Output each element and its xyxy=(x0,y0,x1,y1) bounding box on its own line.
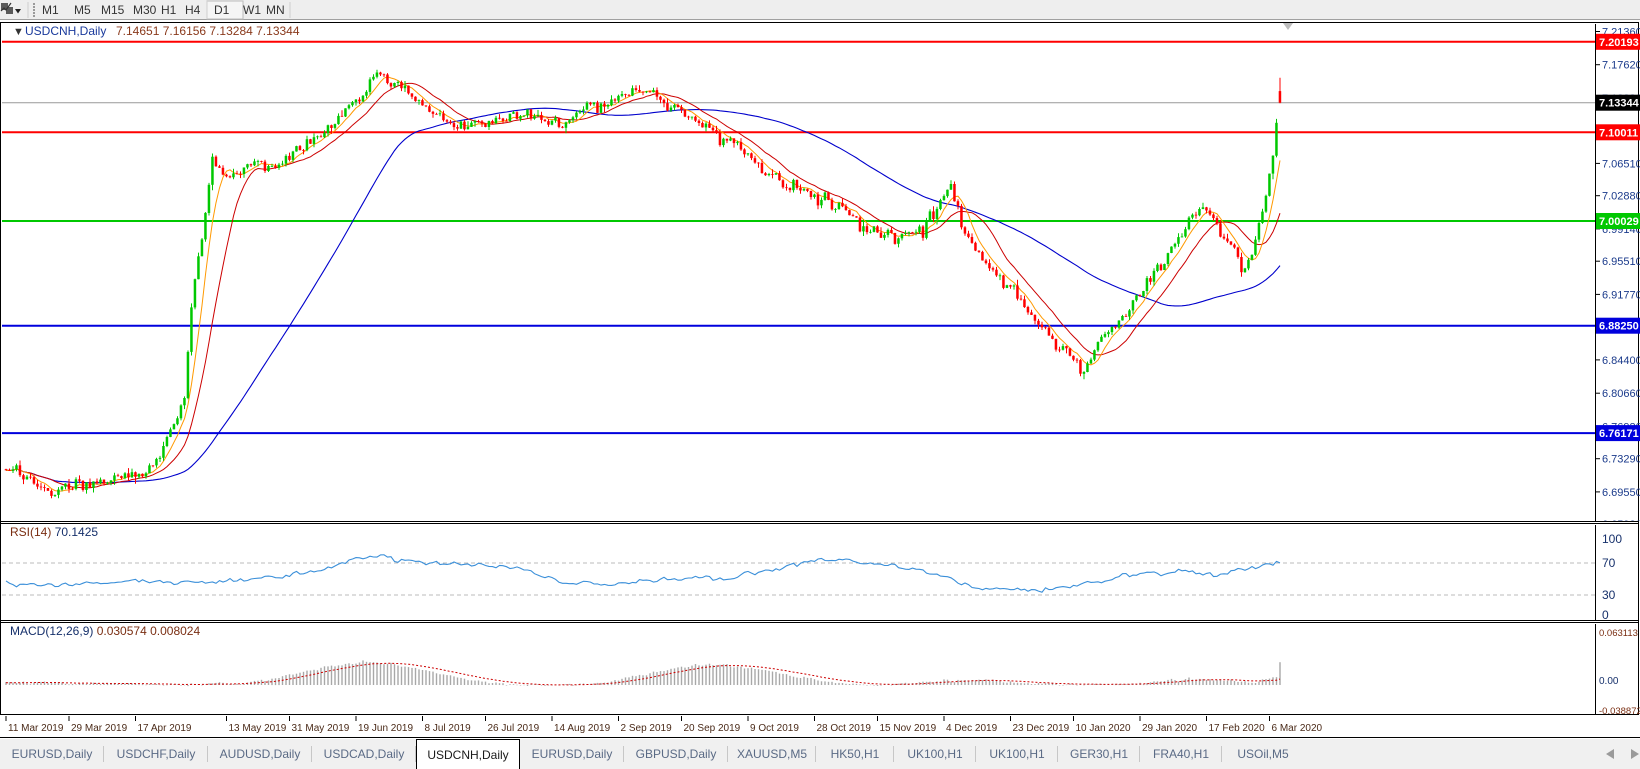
svg-text:M15: M15 xyxy=(101,3,125,17)
svg-text:M30: M30 xyxy=(133,3,157,17)
svg-text:6.84400: 6.84400 xyxy=(1602,355,1640,367)
svg-text:6.95510: 6.95510 xyxy=(1602,256,1640,268)
svg-text:29 Jan 2020: 29 Jan 2020 xyxy=(1142,723,1197,734)
svg-text:30: 30 xyxy=(1602,588,1616,602)
svg-text:6.91770: 6.91770 xyxy=(1602,289,1640,301)
svg-text:4 Dec 2019: 4 Dec 2019 xyxy=(946,723,998,734)
svg-text:29 Mar 2019: 29 Mar 2019 xyxy=(71,723,128,734)
svg-text:7.00029: 7.00029 xyxy=(1599,216,1639,228)
svg-text:26 Jul 2019: 26 Jul 2019 xyxy=(488,723,540,734)
svg-text:11 Mar 2019: 11 Mar 2019 xyxy=(8,723,64,734)
svg-text:6.80660: 6.80660 xyxy=(1602,388,1640,400)
svg-text:7.10011: 7.10011 xyxy=(1599,127,1638,139)
svg-text:17 Feb 2020: 17 Feb 2020 xyxy=(1209,723,1266,734)
svg-text:31 May 2019: 31 May 2019 xyxy=(292,723,350,734)
svg-text:23 Dec 2019: 23 Dec 2019 xyxy=(1013,723,1070,734)
svg-text:H4: H4 xyxy=(185,3,201,17)
svg-text:W1: W1 xyxy=(243,3,261,17)
svg-text:9 Oct 2019: 9 Oct 2019 xyxy=(750,723,799,734)
svg-text:MN: MN xyxy=(266,3,285,17)
svg-text:13 May 2019: 13 May 2019 xyxy=(229,723,287,734)
svg-text:10 Jan 2020: 10 Jan 2020 xyxy=(1076,723,1131,734)
svg-text:H1: H1 xyxy=(161,3,177,17)
svg-text:7.02880: 7.02880 xyxy=(1602,191,1640,203)
svg-text:6.88250: 6.88250 xyxy=(1599,321,1639,333)
svg-text:15 Nov 2019: 15 Nov 2019 xyxy=(880,723,937,734)
svg-text:M5: M5 xyxy=(74,3,91,17)
svg-text:7.17620: 7.17620 xyxy=(1602,60,1640,72)
svg-text:-0.038872: -0.038872 xyxy=(1599,706,1640,715)
svg-text:28 Oct 2019: 28 Oct 2019 xyxy=(817,723,872,734)
svg-text:19 Jun 2019: 19 Jun 2019 xyxy=(358,723,413,734)
svg-text:6.69550: 6.69550 xyxy=(1602,487,1640,499)
svg-text:2 Sep 2019: 2 Sep 2019 xyxy=(621,723,673,734)
svg-text:7.20193: 7.20193 xyxy=(1599,37,1639,49)
svg-text:0.00: 0.00 xyxy=(1599,676,1619,687)
svg-text:0.063113: 0.063113 xyxy=(1599,628,1638,639)
svg-text:17 Apr 2019: 17 Apr 2019 xyxy=(138,723,192,734)
svg-text:0: 0 xyxy=(1602,608,1609,620)
svg-text:8 Jul 2019: 8 Jul 2019 xyxy=(425,723,472,734)
svg-text:100: 100 xyxy=(1602,532,1622,546)
svg-text:6.76171: 6.76171 xyxy=(1599,428,1639,440)
svg-text:7.06510: 7.06510 xyxy=(1602,158,1640,170)
svg-text:D1: D1 xyxy=(214,3,230,17)
svg-text:14 Aug 2019: 14 Aug 2019 xyxy=(554,723,611,734)
svg-text:20 Sep 2019: 20 Sep 2019 xyxy=(684,723,741,734)
svg-text:70: 70 xyxy=(1602,556,1616,570)
svg-text:RSI(14) 70.1425: RSI(14) 70.1425 xyxy=(10,525,98,539)
svg-text:6.73290: 6.73290 xyxy=(1602,454,1640,466)
svg-text:7.13344: 7.13344 xyxy=(1599,98,1640,110)
svg-text:MACD(12,26,9) 0.030574 0.00802: MACD(12,26,9) 0.030574 0.008024 xyxy=(10,624,200,638)
svg-text:6 Mar 2020: 6 Mar 2020 xyxy=(1272,723,1323,734)
svg-text:M1: M1 xyxy=(42,3,59,17)
